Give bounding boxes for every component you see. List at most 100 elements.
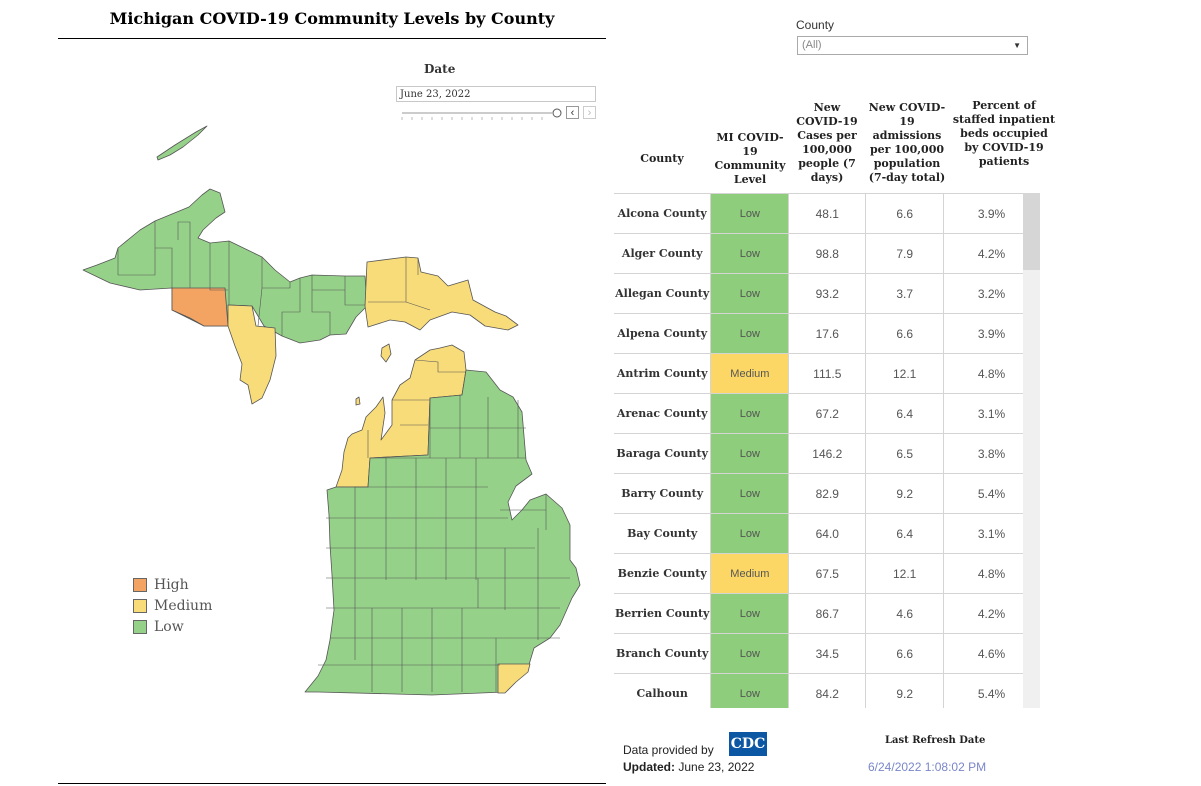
- county-name-cell: Calhoun: [614, 673, 712, 708]
- admissions-cell: 6.5: [865, 433, 945, 474]
- community-level-cell: Low: [710, 593, 790, 634]
- county-name-cell: Benzie County: [614, 553, 712, 594]
- new-cases-cell: 64.0: [788, 513, 867, 554]
- admissions-cell: 9.2: [865, 673, 945, 708]
- county-name-cell: Arenac County: [614, 393, 712, 434]
- header-inpatient-beds: Percent of staffed inpatient beds occupi…: [952, 99, 1056, 168]
- community-level-cell: Medium: [710, 553, 790, 594]
- header-community-level: MI COVID-19 Community Level: [714, 131, 786, 186]
- date-slider[interactable]: [400, 106, 562, 122]
- admissions-cell: 6.6: [865, 193, 945, 234]
- table-row[interactable]: Barry County Low 82.9 9.2 5.4%: [614, 473, 1040, 514]
- county-name-cell: Antrim County: [614, 353, 712, 394]
- table-row[interactable]: Bay County Low 64.0 6.4 3.1%: [614, 513, 1040, 554]
- table-row[interactable]: Alpena County Low 17.6 6.6 3.9%: [614, 313, 1040, 354]
- county-name-cell: Branch County: [614, 633, 712, 674]
- admissions-cell: 9.2: [865, 473, 945, 514]
- island-small[interactable]: [355, 396, 361, 406]
- slider-handle: [552, 108, 562, 118]
- admissions-cell: 6.4: [865, 393, 945, 434]
- admissions-cell: 12.1: [865, 553, 945, 594]
- table-row[interactable]: Calhoun Low 84.2 9.2 5.4%: [614, 673, 1040, 708]
- new-cases-cell: 93.2: [788, 273, 867, 314]
- legend-swatch-high: [133, 577, 147, 592]
- table-row[interactable]: Branch County Low 34.5 6.6 4.6%: [614, 633, 1040, 674]
- county-filter-label: County: [796, 18, 835, 32]
- chevron-right-icon[interactable]: ›: [583, 106, 596, 119]
- header-new-cases: New COVID-19 Cases per 100,000 people (7…: [796, 101, 858, 184]
- county-filter-value: (All): [802, 39, 822, 51]
- michigan-county-map[interactable]: [0, 0, 606, 786]
- table-row[interactable]: Antrim County Medium 111.5 12.1 4.8%: [614, 353, 1040, 394]
- legend-label-high: High: [154, 576, 189, 593]
- page-title: Michigan COVID-19 Community Levels by Co…: [109, 9, 555, 28]
- new-cases-cell: 84.2: [788, 673, 867, 708]
- chevron-left-icon[interactable]: ‹: [566, 106, 579, 119]
- isle-royale[interactable]: [156, 125, 208, 161]
- admissions-cell: 7.9: [865, 233, 945, 274]
- data-provided-text: Data provided by: [623, 743, 714, 757]
- up-medium-counties-east[interactable]: [364, 256, 519, 331]
- county-name-cell: Alcona County: [614, 193, 712, 234]
- community-level-cell: Low: [710, 673, 790, 708]
- new-cases-cell: 98.8: [788, 233, 867, 274]
- community-level-cell: Low: [710, 233, 790, 274]
- admissions-cell: 6.6: [865, 313, 945, 354]
- scrollbar-thumb[interactable]: [1023, 193, 1040, 270]
- new-cases-cell: 82.9: [788, 473, 867, 514]
- date-filter-input[interactable]: June 23, 2022: [396, 86, 596, 102]
- table-row[interactable]: Alger County Low 98.8 7.9 4.2%: [614, 233, 1040, 274]
- county-filter-select[interactable]: (All) ▼: [797, 36, 1028, 55]
- legend-swatch-medium: [133, 598, 147, 613]
- table-row[interactable]: Arenac County Low 67.2 6.4 3.1%: [614, 393, 1040, 434]
- last-refresh-value: 6/24/2022 1:08:02 PM: [868, 760, 987, 774]
- updated-label: Updated:: [623, 760, 675, 774]
- new-cases-cell: 48.1: [788, 193, 867, 234]
- updated-value: June 23, 2022: [678, 760, 755, 774]
- new-cases-cell: 146.2: [788, 433, 867, 474]
- county-name-cell: Baraga County: [614, 433, 712, 474]
- slider-ticks: [401, 117, 543, 120]
- community-level-cell: Low: [710, 313, 790, 354]
- community-level-cell: Low: [710, 393, 790, 434]
- community-level-cell: Low: [710, 513, 790, 554]
- dropdown-arrow-icon: ▼: [1013, 41, 1021, 50]
- table-row[interactable]: Baraga County Low 146.2 6.5 3.8%: [614, 433, 1040, 474]
- community-level-cell: Low: [710, 433, 790, 474]
- map-legend: High Medium Low: [133, 574, 212, 637]
- table-row[interactable]: Alcona County Low 48.1 6.6 3.9%: [614, 193, 1040, 234]
- up-medium-counties-south[interactable]: [227, 304, 277, 405]
- new-cases-cell: 86.7: [788, 593, 867, 634]
- new-cases-cell: 67.2: [788, 393, 867, 434]
- county-high[interactable]: [171, 287, 229, 327]
- admissions-cell: 6.6: [865, 633, 945, 674]
- table-scrollbar[interactable]: [1023, 193, 1040, 708]
- county-table[interactable]: Alcona County Low 48.1 6.6 3.9% Alger County L…: [614, 193, 1040, 708]
- new-cases-cell: 67.5: [788, 553, 867, 594]
- last-refresh-label: Last Refresh Date: [885, 735, 986, 746]
- header-county: County: [640, 152, 684, 165]
- county-name-cell: Barry County: [614, 473, 712, 514]
- community-level-cell: Low: [710, 273, 790, 314]
- admissions-cell: 6.4: [865, 513, 945, 554]
- date-filter-label: Date: [424, 62, 456, 76]
- county-name-cell: Bay County: [614, 513, 712, 554]
- county-name-cell: Allegan County: [614, 273, 712, 314]
- legend-label-medium: Medium: [154, 597, 213, 614]
- county-borders: [117, 221, 570, 692]
- county-monroe-medium[interactable]: [497, 663, 531, 694]
- table-row[interactable]: Berrien County Low 86.7 4.6 4.2%: [614, 593, 1040, 634]
- admissions-cell: 12.1: [865, 353, 945, 394]
- legend-item-low: Low: [133, 616, 212, 637]
- table-row[interactable]: Allegan County Low 93.2 3.7 3.2%: [614, 273, 1040, 314]
- table-row[interactable]: Benzie County Medium 67.5 12.1 4.8%: [614, 553, 1040, 594]
- island-beaver[interactable]: [380, 343, 392, 363]
- legend-label-low: Low: [154, 618, 184, 635]
- community-level-cell: Medium: [710, 353, 790, 394]
- legend-item-medium: Medium: [133, 595, 212, 616]
- admissions-cell: 4.6: [865, 593, 945, 634]
- community-level-cell: Low: [710, 193, 790, 234]
- lp-low-counties[interactable]: [304, 369, 581, 696]
- legend-swatch-low: [133, 619, 147, 634]
- new-cases-cell: 34.5: [788, 633, 867, 674]
